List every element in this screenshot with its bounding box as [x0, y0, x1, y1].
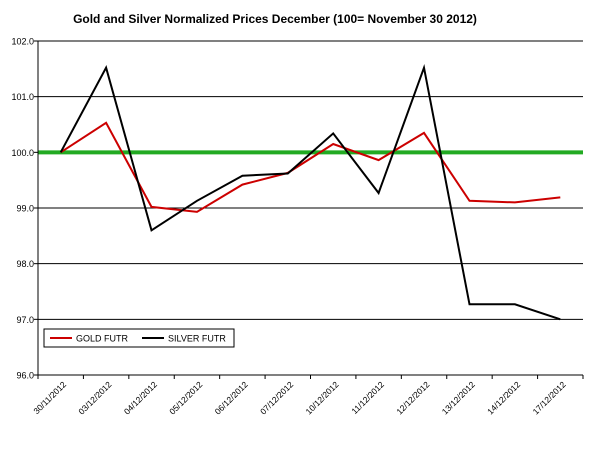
y-tick-label: 101.0 [11, 92, 34, 102]
y-tick-label: 102.0 [11, 37, 34, 47]
x-tick-label: 17/12/2012 [531, 379, 568, 416]
x-tick-label: 04/12/2012 [122, 379, 159, 416]
chart-title: Gold and Silver Normalized Prices Decemb… [73, 12, 477, 26]
x-tick-label: 13/12/2012 [440, 379, 477, 416]
x-tick-label: 12/12/2012 [394, 379, 431, 416]
x-tick-label: 07/12/2012 [258, 379, 295, 416]
x-tick-label: 11/12/2012 [349, 379, 386, 416]
y-tick-label: 98.0 [16, 259, 34, 269]
y-tick-label: 96.0 [16, 371, 34, 381]
y-tick-label: 99.0 [16, 204, 34, 214]
x-tick-label: 05/12/2012 [167, 379, 204, 416]
x-tick-label: 03/12/2012 [76, 379, 113, 416]
x-tick-label: 10/12/2012 [303, 379, 340, 416]
y-tick-label: 100.0 [11, 148, 34, 158]
y-tick-label: 97.0 [16, 315, 34, 325]
gold-futr-series-line [60, 121, 561, 213]
legend-label-gold-futr: GOLD FUTR [76, 334, 129, 344]
silver-futr-series-line [59, 63, 561, 321]
x-tick-label: 30/11/2012 [31, 379, 68, 416]
x-tick-label: 14/12/2012 [485, 379, 522, 416]
legend-box [43, 328, 235, 348]
legend-label-silver-futr: SILVER FUTR [168, 334, 226, 344]
x-tick-label: 06/12/2012 [213, 379, 250, 416]
